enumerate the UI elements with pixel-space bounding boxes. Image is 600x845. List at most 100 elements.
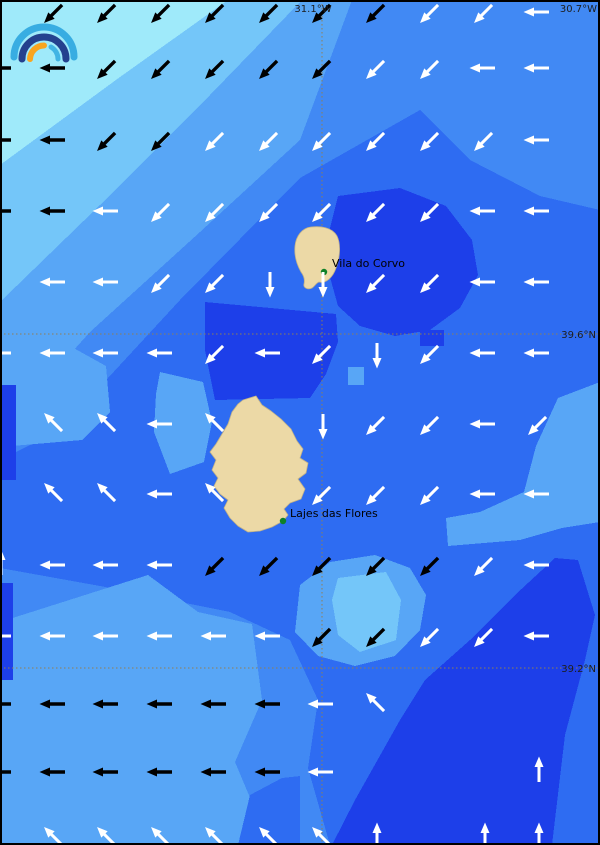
logo-echo-arc-icon — [48, 44, 61, 62]
speed-region-c5 — [332, 558, 595, 845]
wind-arrow — [307, 699, 333, 709]
wind-arrow — [523, 277, 549, 287]
wind-arrow — [307, 767, 333, 777]
speed-region-c1 — [0, 0, 302, 302]
wind-arrow — [97, 483, 117, 503]
wind-arrow — [0, 66, 11, 70]
wind-arrow — [366, 485, 386, 505]
wind-arrow — [0, 702, 11, 706]
wind-arrow — [146, 348, 172, 358]
wind-arrow — [92, 767, 118, 777]
wind-arrow — [205, 273, 225, 293]
wind-arrow — [205, 413, 225, 433]
wind-arrow — [259, 131, 279, 151]
weather-service-logo — [10, 23, 78, 63]
wind-arrow — [146, 419, 172, 429]
wind-arrow — [200, 699, 226, 709]
wind-arrow — [200, 767, 226, 777]
wind-arrow — [205, 483, 225, 503]
wind-arrow — [474, 131, 494, 151]
wind-arrow — [312, 344, 332, 364]
wind-arrow — [146, 631, 172, 641]
wind-arrow — [146, 699, 172, 709]
wind-arrow — [92, 699, 118, 709]
wind-arrow — [205, 3, 225, 23]
wind-arrow — [151, 131, 171, 151]
speed-region-c5 — [328, 188, 478, 336]
wind-arrow — [318, 414, 328, 440]
wind-arrow — [420, 59, 440, 79]
logo-orange-arc-icon — [27, 42, 47, 62]
wind-arrow — [420, 485, 440, 505]
wind-arrow — [469, 489, 495, 499]
wind-arrow — [39, 277, 65, 287]
wind-arrow — [200, 631, 226, 641]
wind-arrow — [151, 202, 171, 222]
wind-arrow — [318, 272, 328, 298]
wind-arrow — [205, 344, 225, 364]
wind-arrow — [97, 413, 117, 433]
wind-arrow — [469, 277, 495, 287]
corvo-island — [294, 226, 340, 290]
wind-arrow — [259, 556, 279, 576]
speed-region-c5 — [420, 330, 444, 346]
wind-arrow — [523, 489, 549, 499]
wind-arrow — [146, 767, 172, 777]
speed-region-c4 — [238, 776, 300, 845]
wind-arrow — [420, 344, 440, 364]
speed-region-c3 — [0, 0, 600, 460]
wind-arrow — [92, 206, 118, 216]
wind-arrow — [366, 202, 386, 222]
wind-arrow — [523, 7, 549, 17]
wind-arrow — [92, 348, 118, 358]
speed-region-c2 — [154, 372, 212, 474]
wind-arrow — [39, 767, 65, 777]
wind-arrow — [469, 206, 495, 216]
wind-arrow — [420, 627, 440, 647]
wind-arrow — [205, 131, 225, 151]
wind-arrow — [366, 627, 386, 647]
wind-arrow — [420, 202, 440, 222]
wind-arrow — [474, 556, 494, 576]
speed-region-c5 — [0, 385, 16, 480]
wind-arrow — [372, 822, 382, 845]
wind-arrow — [92, 277, 118, 287]
wind-arrow — [523, 206, 549, 216]
wind-arrow — [151, 273, 171, 293]
wind-arrow — [366, 59, 386, 79]
wind-arrow — [259, 202, 279, 222]
wind-arrow — [523, 63, 549, 73]
parallel-label-bottom: 39.2°N — [561, 664, 596, 675]
wind-arrow — [366, 556, 386, 576]
wind-arrow — [39, 631, 65, 641]
wind-arrow — [0, 770, 11, 774]
flores-island — [209, 395, 309, 533]
wind-arrow — [92, 560, 118, 570]
wind-arrow — [366, 415, 386, 435]
wind-arrow — [469, 419, 495, 429]
logo-outer-arc-icon — [10, 23, 78, 61]
wind-arrow — [44, 483, 64, 503]
settlement-label-corvo: Vila do Corvo — [332, 257, 405, 270]
wind-arrow — [44, 3, 64, 23]
wind-arrow — [254, 767, 280, 777]
wind-arrow — [97, 131, 117, 151]
wind-arrow — [265, 272, 275, 298]
wind-arrow — [420, 556, 440, 576]
speed-region-c5 — [0, 583, 13, 680]
speed-region-c5 — [205, 302, 338, 400]
wind-arrow — [469, 348, 495, 358]
wind-arrow — [259, 59, 279, 79]
wind-arrow — [205, 59, 225, 79]
wind-arrow — [259, 3, 279, 23]
wind-arrow — [97, 3, 117, 23]
wind-arrow — [312, 485, 332, 505]
wind-arrow — [312, 59, 332, 79]
wind-arrow — [312, 131, 332, 151]
wind-arrow — [474, 627, 494, 647]
wind-arrow — [469, 63, 495, 73]
wind-arrow — [254, 348, 280, 358]
wind-arrow — [146, 560, 172, 570]
